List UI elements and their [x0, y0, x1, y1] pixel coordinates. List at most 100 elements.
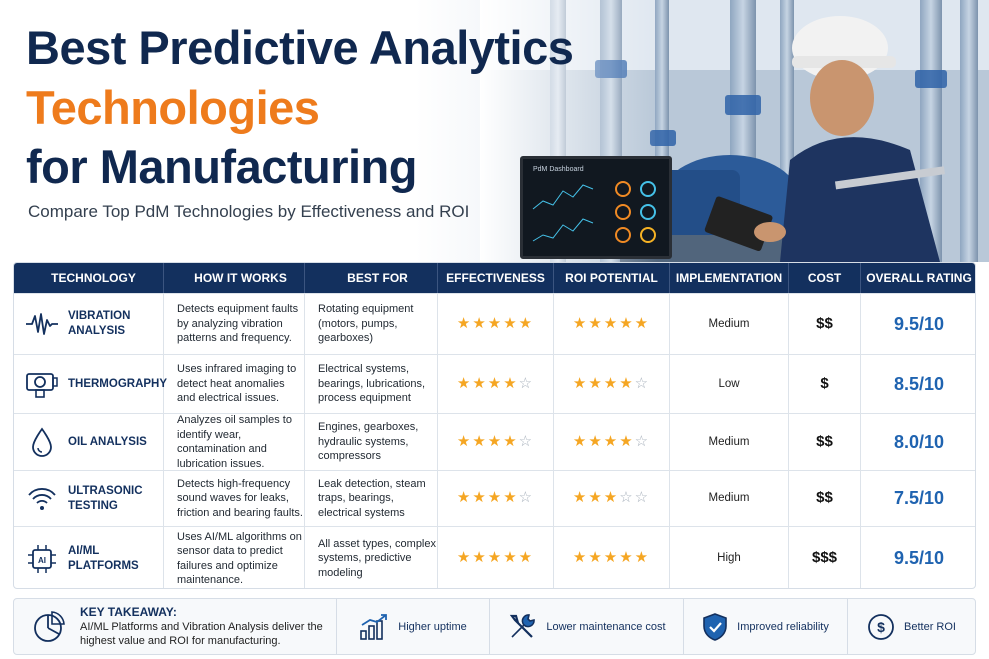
technology-name: VIBRATION ANALYSIS	[68, 310, 131, 337]
cost-cell: $	[789, 355, 861, 413]
cost-value: $$$	[811, 549, 838, 567]
star-empty-icon: ☆	[619, 489, 635, 507]
monitor-title: PdM Dashboard	[533, 166, 584, 173]
star-filled-icon: ★	[503, 314, 519, 332]
cost-cell: $$	[789, 414, 861, 470]
cost-cell: $$$	[789, 527, 861, 588]
col-header-effectiveness: EFFECTIVENESS	[438, 263, 554, 293]
star-filled-icon: ★	[572, 314, 589, 332]
star-filled-icon: ★	[487, 374, 504, 392]
title-line-2: Technologies	[26, 81, 320, 134]
rating-cell: 8.0/10	[861, 414, 975, 470]
star-empty-icon: ☆	[518, 432, 535, 450]
star-filled-icon: ★	[472, 549, 488, 567]
star-filled-icon: ★	[503, 432, 519, 450]
effectiveness-cell: ★★★★☆	[438, 355, 554, 413]
star-filled-icon: ★	[634, 314, 651, 332]
star-rating: ★★★★☆	[456, 489, 534, 507]
rating-cell: 7.5/10	[861, 471, 975, 526]
benefit-label: Higher uptime	[398, 620, 467, 633]
star-filled-icon: ★	[572, 489, 589, 507]
implementation-cell: High	[670, 527, 789, 588]
star-filled-icon: ★	[588, 314, 604, 332]
technology-name: ULTRASONIC TESTING	[68, 484, 143, 512]
dollar-circle-icon: $	[868, 613, 894, 640]
technology-cell: THERMOGRAPHY	[14, 355, 167, 413]
star-filled-icon: ★	[603, 432, 620, 450]
best-for-cell: Electrical systems, bearings, lubricatio…	[305, 355, 438, 413]
star-filled-icon: ★	[456, 374, 473, 392]
col-header-cost: COST	[789, 263, 861, 293]
pie-chart-icon	[34, 610, 65, 642]
star-empty-icon: ☆	[518, 374, 535, 392]
roi-cell: ★★★★★	[554, 527, 670, 588]
star-filled-icon: ★	[472, 489, 488, 507]
star-filled-icon: ★	[503, 374, 519, 392]
factory-background-image	[480, 0, 989, 262]
benefit-label: Lower maintenance cost	[546, 620, 666, 633]
bar-chart-up-icon	[360, 613, 388, 640]
oil-drop-icon	[24, 426, 60, 458]
table-row: VIBRATION ANALYSIS Detects equipment fau…	[14, 293, 975, 354]
star-filled-icon: ★	[472, 374, 488, 392]
star-filled-icon: ★	[572, 549, 589, 567]
star-filled-icon: ★	[487, 432, 504, 450]
key-takeaway: KEY TAKEAWAY: AI/ML Platforms and Vibrat…	[14, 599, 337, 654]
star-rating: ★★★★★	[572, 314, 651, 332]
hero-banner: Best Predictive Analytics Technologies f…	[0, 0, 989, 262]
wrench-icon	[510, 613, 536, 638]
effectiveness-cell: ★★★★★	[438, 294, 554, 354]
implementation-cell: Medium	[670, 294, 789, 354]
technology-cell: OIL ANALYSIS	[14, 414, 164, 470]
cost-value: $	[820, 374, 829, 392]
col-header-overall-rating: OVERALL RATING	[866, 271, 972, 285]
star-filled-icon: ★	[472, 314, 488, 332]
shield-check-icon	[703, 612, 727, 641]
how-it-works-cell: Analyzes oil samples to identify wear, c…	[164, 414, 305, 470]
star-filled-icon: ★	[572, 374, 589, 392]
star-filled-icon: ★	[603, 489, 620, 507]
waveform-icon	[24, 308, 60, 340]
benefit-label: Better ROI	[904, 620, 956, 633]
star-filled-icon: ★	[572, 432, 589, 450]
star-filled-icon: ★	[634, 549, 651, 567]
rating-value: 9.5/10	[893, 548, 945, 569]
star-rating: ★★★★☆	[456, 374, 535, 392]
rating-value: 8.5/10	[893, 373, 945, 394]
benefit-higher-uptime: Higher uptime	[337, 599, 490, 654]
star-filled-icon: ★	[456, 314, 473, 332]
star-empty-icon: ☆	[634, 489, 651, 507]
table-row: THERMOGRAPHY Uses infrared imaging to de…	[14, 354, 975, 413]
how-it-works-cell: Uses infrared imaging to detect heat ano…	[164, 355, 305, 413]
implementation-value: Medium	[708, 317, 750, 330]
footer-bar: KEY TAKEAWAY: AI/ML Platforms and Vibrat…	[13, 598, 976, 655]
best-for-cell: Leak detection, steam traps, bearings, e…	[305, 471, 438, 526]
technology-name: AI/ML PLATFORMS	[68, 544, 139, 572]
technology-cell: AI AI/ML PLATFORMS	[14, 527, 164, 588]
svg-text:AI: AI	[38, 556, 46, 565]
takeaway-text: AI/ML Platforms and Vibration Analysis d…	[80, 621, 323, 647]
roi-cell: ★★★☆☆	[554, 471, 670, 526]
effectiveness-cell: ★★★★★	[438, 527, 554, 588]
star-rating: ★★★★☆	[572, 432, 650, 450]
col-header-technology: TECHNOLOGY	[14, 263, 164, 293]
implementation-cell: Medium	[670, 471, 789, 526]
star-filled-icon: ★	[588, 432, 604, 450]
star-filled-icon: ★	[456, 489, 473, 507]
rating-cell: 8.5/10	[861, 355, 975, 413]
star-rating: ★★★★★	[572, 549, 651, 567]
star-empty-icon: ☆	[634, 374, 651, 392]
star-filled-icon: ★	[518, 549, 535, 567]
star-filled-icon: ★	[603, 374, 620, 392]
star-filled-icon: ★	[603, 549, 620, 567]
benefit-improved-reliability: Improved reliability	[684, 599, 848, 654]
sound-waves-icon	[24, 483, 60, 515]
rating-value: 9.5/10	[893, 313, 945, 334]
rating-value: 7.5/10	[893, 488, 945, 509]
ai-chip-icon: AI	[24, 543, 60, 575]
star-filled-icon: ★	[588, 374, 604, 392]
star-rating: ★★★★★	[456, 314, 534, 332]
col-header-how-it-works: HOW IT WORKS	[164, 263, 305, 293]
col-header-implementation: IMPLEMENTATION	[670, 263, 789, 293]
monitor-screen-graphics	[532, 181, 656, 243]
